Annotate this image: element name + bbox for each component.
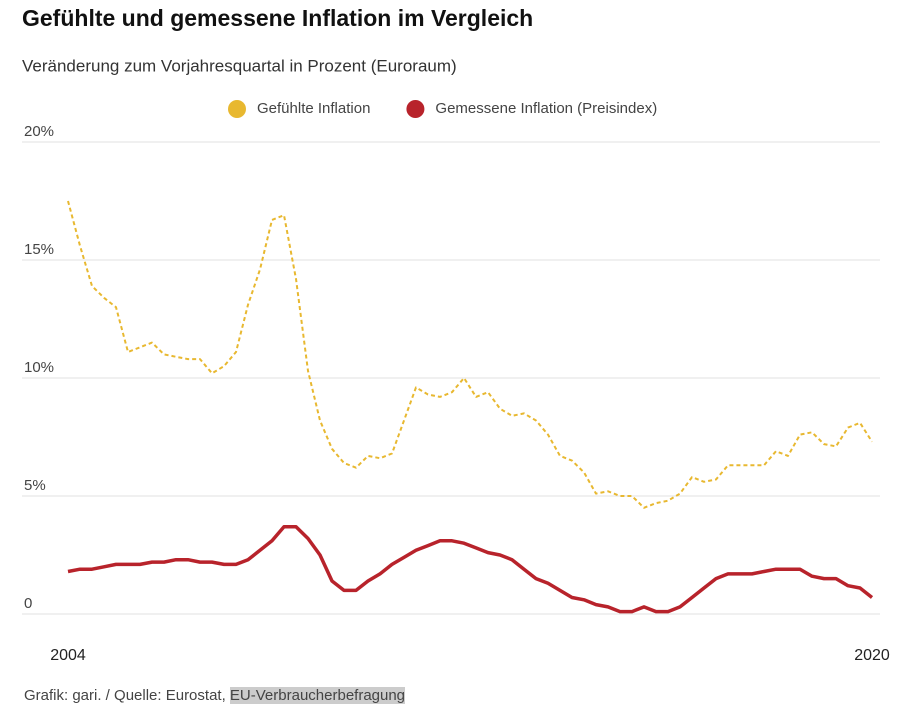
source-text: Grafik: gari. / Quelle: Eurostat, [24, 687, 226, 704]
source: Grafik: gari. / Quelle: Eurostat, EU-Ver… [24, 687, 406, 704]
y-tick-label: 10% [24, 359, 54, 376]
x-tick-label: 2004 [50, 647, 86, 664]
chart-title: Gefühlte und gemessene Inflation im Verg… [22, 5, 533, 31]
line [67, 200, 873, 509]
legend-label: Gefühlte Inflation [257, 100, 370, 117]
y-tick-label: 20% [24, 123, 54, 140]
chart-subtitle: Veränderung zum Vorjahresquartal in Proz… [22, 56, 457, 75]
y-tick-label: 5% [24, 477, 46, 494]
line [67, 524, 874, 614]
x-tick-label: 2020 [854, 647, 890, 664]
chart: Gefühlte und gemessene Inflation im Verg… [22, 5, 890, 664]
legend-label: Gemessene Inflation (Preisindex) [435, 100, 657, 117]
legend-marker [228, 100, 246, 118]
source-text: EU-Verbraucherbefragung [229, 687, 406, 704]
y-tick-label: 0 [24, 595, 32, 612]
y-tick-label: 15% [24, 241, 54, 258]
legend-marker [406, 100, 425, 118]
